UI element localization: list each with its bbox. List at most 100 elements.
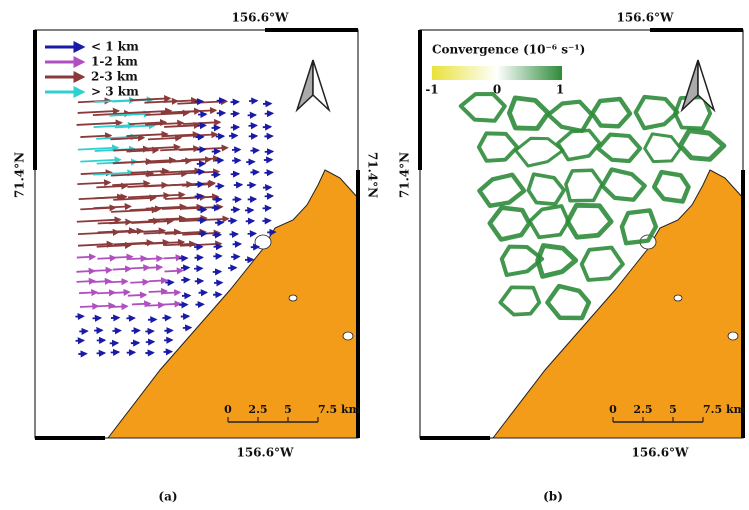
vector-arrow [96, 133, 138, 141]
scale-label: 0 [609, 403, 617, 416]
vector-arrow [96, 182, 129, 190]
vector-arrow [112, 179, 151, 188]
vector-arrow [76, 267, 96, 275]
convergence-front [633, 94, 680, 131]
vector-arrow [127, 291, 148, 299]
vector-arrow [76, 277, 96, 285]
convergence-front [596, 132, 643, 164]
vector-arrow [148, 214, 187, 223]
vector-arrow [77, 107, 121, 115]
legend-label: < 1 km [91, 40, 139, 54]
vector-arrow [76, 119, 123, 127]
panel-caption: (b) [543, 490, 563, 504]
vector-arrow [113, 194, 157, 202]
vector-arrow [165, 179, 217, 187]
lon-label: 156.6°W [231, 11, 289, 25]
vector-arrow [145, 119, 185, 127]
vector-arrow [161, 289, 182, 297]
convergence-front [498, 285, 542, 317]
vector-arrow [79, 302, 100, 310]
convergence-front [514, 136, 565, 168]
vector-arrow [93, 121, 136, 129]
vector-arrow [92, 277, 112, 285]
vector-arrow [80, 169, 113, 177]
vector-arrow [164, 267, 184, 275]
vector-arrow [146, 191, 186, 199]
vector-arrow [80, 132, 113, 140]
vector-arrow [93, 203, 132, 211]
lat-label: 71.4°N [366, 152, 380, 198]
vector-arrow [145, 203, 187, 211]
convergence-front [677, 128, 727, 162]
vector-arrow [177, 106, 218, 115]
scale-label: 2.5 [633, 403, 652, 416]
convergence-front [535, 243, 579, 279]
scale-label: 5 [669, 403, 677, 416]
vector-arrow [163, 254, 183, 262]
vector-arrow [96, 302, 116, 310]
lon-label: 156.6°W [236, 446, 294, 460]
convergence-front [527, 204, 571, 240]
north-arrow-right [312, 59, 331, 113]
vector-arrow [113, 145, 151, 153]
vector-arrow [126, 146, 160, 154]
colorbar-tick: 0 [493, 83, 501, 97]
vector-arrow [160, 167, 202, 175]
vector-arrow [163, 96, 199, 105]
convergence-front [545, 283, 592, 321]
lake [342, 331, 354, 341]
lat-label: 71.4°N [13, 152, 27, 198]
lake [727, 331, 739, 341]
vector-arrow [131, 300, 152, 308]
vector-arrow [93, 169, 135, 177]
convergence-front [506, 95, 551, 131]
vector-arrow [76, 253, 97, 261]
vector-arrow [126, 130, 169, 138]
lake [288, 294, 298, 302]
vector-arrow [145, 301, 166, 309]
vector-arrow [110, 170, 155, 178]
vector-arrow [109, 302, 129, 311]
vector-arrow [114, 122, 156, 130]
legend-label: > 3 km [91, 85, 139, 99]
convergence-front [477, 172, 527, 208]
vector-arrow [78, 288, 99, 297]
convergence-front [579, 245, 625, 282]
lon-label: 156.6°W [616, 11, 674, 25]
convergence-front [643, 132, 683, 164]
vector-arrow [143, 228, 182, 236]
vector-arrow [93, 266, 113, 274]
lake [673, 294, 683, 302]
vector-arrow [130, 167, 170, 175]
colorbar [432, 66, 562, 80]
lat-label: 71.4°N [398, 152, 412, 198]
vector-arrow [181, 155, 221, 163]
vector-arrow [143, 263, 164, 272]
convergence-front [590, 96, 633, 129]
panel-b: Convergence (10⁻⁶ s⁻¹) -1 0 1 0 2.5 5 7.5 km 156… [398, 11, 746, 504]
vector-arrow [147, 134, 183, 142]
vector-arrow [96, 241, 133, 249]
colorbar-tick: 1 [556, 83, 564, 97]
vector-arrow [164, 121, 201, 130]
convergence-front [600, 167, 647, 202]
vector-arrow [163, 214, 208, 223]
convergence-front [487, 205, 532, 242]
map-area: Convergence (10⁻⁶ s⁻¹) -1 0 1 0 2.5 5 7.5 km [418, 28, 746, 440]
vector-arrow [129, 118, 168, 127]
vector-arrow [143, 254, 164, 263]
colorbar-title: Convergence (10⁻⁶ s⁻¹) [432, 43, 585, 57]
vector-arrow [110, 134, 146, 142]
convergence-front [556, 128, 602, 162]
vector-arrow [109, 278, 129, 286]
vector-arrow [128, 254, 148, 263]
vector-arrow [127, 227, 166, 235]
vector-arrow [112, 265, 133, 273]
convergence-front [526, 172, 566, 206]
vector-arrow [144, 238, 186, 246]
vector-arrow [77, 144, 120, 152]
convergence-front [458, 91, 507, 123]
vector-arrow [109, 110, 151, 118]
vector-arrow [93, 193, 128, 201]
scale-label: 7.5 km [703, 403, 746, 416]
